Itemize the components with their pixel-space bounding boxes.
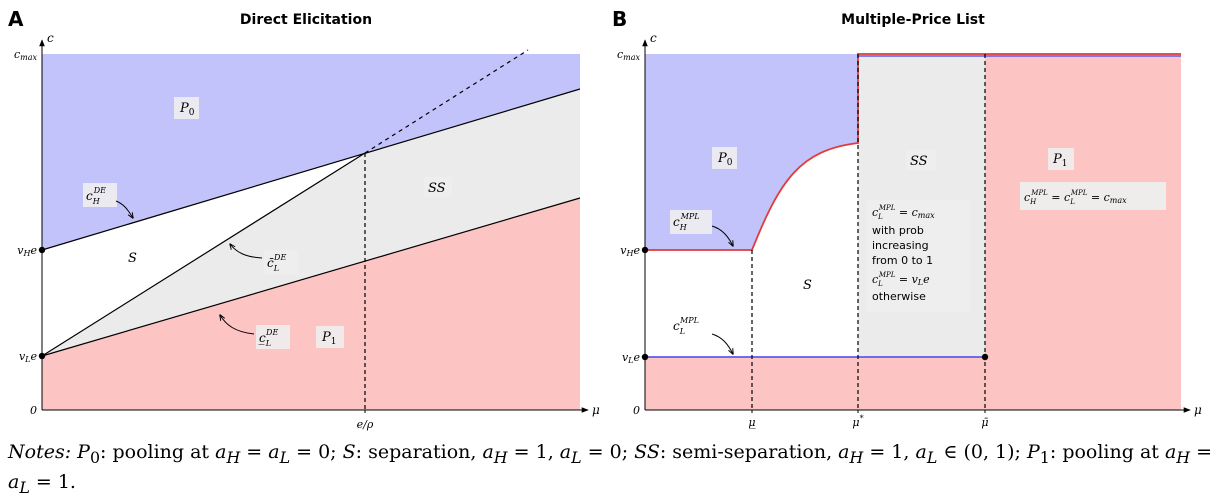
ss-info-box <box>866 200 970 312</box>
panel-b: B Multiple-Price List c μ cmax vHe vLe 0 <box>612 7 1202 429</box>
panel-b-title: Multiple-Price List <box>841 12 985 28</box>
point-mu-bar <box>981 353 989 361</box>
region-label-s: S <box>128 251 137 266</box>
c-h-de-curve <box>41 88 581 251</box>
ss-box-line3: increasing <box>872 239 929 252</box>
notes-text: P0: pooling at aH = aL = 0; S: separatio… <box>8 441 1213 497</box>
region-p1 <box>42 198 580 410</box>
panel-a-title: Direct Elicitation <box>240 12 372 28</box>
curve-label-bg <box>264 250 298 274</box>
arrow-c-h-de <box>115 200 133 218</box>
arrow-c-l-mpl <box>711 333 733 354</box>
y-axis-label: c <box>650 31 657 45</box>
notes-lead: Notes: <box>8 441 72 463</box>
figure: A Direct Elicitation c μ cmax vHe vLe 0 … <box>8 7 1202 431</box>
tick-mu-bar: μ̄ <box>981 416 988 429</box>
panel-a: A Direct Elicitation c μ cmax vHe vLe 0 … <box>8 7 600 431</box>
region-label-bg <box>906 150 936 170</box>
tick-c-max: cmax <box>617 48 641 62</box>
p1-info-box <box>1020 182 1166 210</box>
tick-zero: 0 <box>30 404 37 417</box>
y-axis-label: c <box>47 31 54 45</box>
region-label-bg <box>424 177 452 197</box>
panel-b-letter: B <box>612 7 627 31</box>
c-h-mpl-curve <box>645 53 1181 251</box>
x-axis-label: μ <box>592 403 600 417</box>
tick-mu-star: μ* <box>852 414 863 429</box>
arrow-c-l-bar-de <box>230 244 263 259</box>
curve-label-bg <box>670 210 712 234</box>
region-label-ss: SS <box>910 154 928 169</box>
region-p1 <box>985 54 1181 410</box>
figure-notes: Notes: P0: pooling at aH = aL = 0; S: se… <box>8 440 1214 500</box>
tick-mu-under: μ̲ <box>748 416 755 429</box>
point-vh-e <box>38 246 46 254</box>
tick-vl-e: vLe <box>19 350 38 364</box>
ss-box-line6: otherwise <box>872 290 926 303</box>
curve-label-bg <box>256 325 290 349</box>
panel-a-letter: A <box>8 7 24 31</box>
tick-vl-e: vLe <box>622 351 641 365</box>
region-label-s: S <box>803 278 812 293</box>
tick-zero: 0 <box>633 404 640 417</box>
point-vl-e <box>38 352 46 360</box>
region-ss <box>42 89 580 356</box>
x-axis-label: μ <box>1194 403 1202 417</box>
region-label-bg <box>712 147 737 169</box>
point-vh-e <box>641 246 649 254</box>
tick-vh-e: vHe <box>17 244 37 258</box>
region-label-bg <box>1048 148 1074 170</box>
region-label-bg <box>174 97 199 119</box>
c-l-bar-de-curve <box>41 152 366 357</box>
region-label-bg <box>316 326 344 348</box>
region-label-ss: SS <box>428 181 446 196</box>
ss-box-line4: from 0 to 1 <box>872 254 933 267</box>
tick-c-max: cmax <box>14 48 38 62</box>
extension-dashed <box>364 49 529 154</box>
arrow-c-h-mpl <box>711 225 733 246</box>
region-p0 <box>645 54 858 250</box>
c-l-under-de-curve <box>41 197 581 357</box>
curve-label-bg <box>83 183 117 207</box>
tick-vh-e: vHe <box>620 244 640 258</box>
point-vl-e <box>641 353 649 361</box>
region-p1-bottom <box>645 357 985 410</box>
ss-box-line2: with prob <box>872 224 924 237</box>
tick-e-over-rho: e/ρ <box>357 418 374 431</box>
arrow-c-l-under-de <box>220 315 255 335</box>
